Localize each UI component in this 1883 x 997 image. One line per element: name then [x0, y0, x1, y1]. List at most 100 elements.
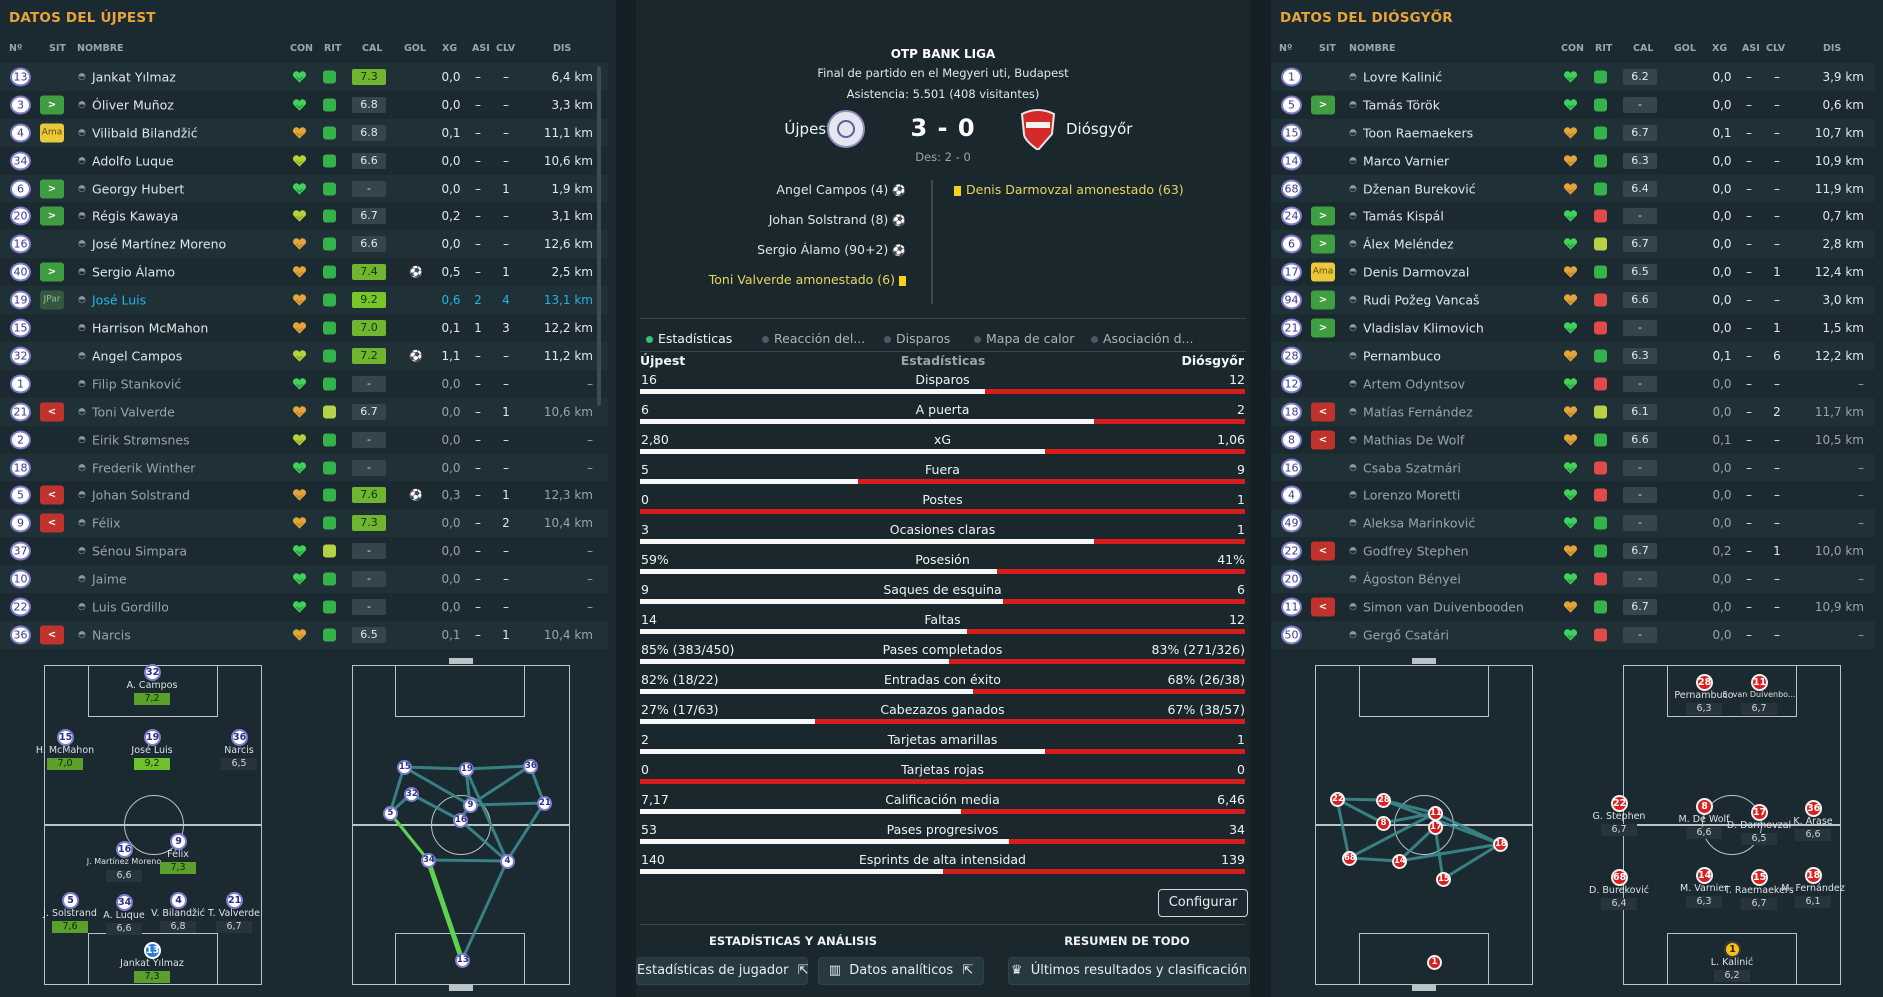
player-name[interactable]: Gergő Csatári	[1363, 627, 1449, 643]
tab-stats-2[interactable]: Disparos	[883, 331, 951, 346]
table-row[interactable]: 11 < ◓ Simon van Duivenbooden 6.7 0,0– –10,9 k…	[1271, 593, 1875, 621]
pass-network-node[interactable]: 13	[455, 953, 470, 968]
table-row[interactable]: 40 > ◓ Sergio Álamo 7.4 ⚽ 0,5– 1 2,5 km	[0, 258, 608, 286]
results-button[interactable]: ♛ Últimos resultados y clasificación	[1008, 957, 1250, 985]
player-marker[interactable]: 5	[62, 892, 79, 909]
table-row[interactable]: 22 < ◓ Godfrey Stephen 6.7 0,2– 1 10,0 km	[1271, 537, 1875, 565]
player-name[interactable]: Toon Raemaekers	[1363, 125, 1474, 141]
player-marker[interactable]: 4	[170, 892, 187, 909]
player-name[interactable]: Félix	[92, 515, 121, 531]
table-row[interactable]: 20 > ◓ Régis Kawaya 6.7 0,2– –3,1 km	[0, 203, 608, 231]
table-row[interactable]: 16 ◓ Csaba Szatmári -0,0– – –	[1271, 453, 1875, 482]
col-num[interactable]: Nº	[1279, 43, 1293, 54]
table-row[interactable]: 5 > ◓ Tamás Török -0,0– –0,6 km	[1271, 91, 1875, 119]
player-marker[interactable]: 17	[1751, 804, 1768, 821]
col-name[interactable]: NOMBRE	[77, 43, 124, 54]
player-marker[interactable]: 9	[170, 833, 187, 850]
player-marker[interactable]: 14	[1696, 867, 1713, 884]
pass-network-node[interactable]: 15	[1436, 872, 1451, 887]
player-name[interactable]: Vilibald Bilandžić	[92, 125, 198, 141]
table-row[interactable]: 12 ◓ Artem Odyntsov -0,0– – –	[1271, 370, 1875, 398]
analytics-button[interactable]: ▥ Datos analíticos ⇱	[818, 957, 984, 985]
player-name[interactable]: Luis Gordillo	[92, 599, 169, 615]
player-marker[interactable]: 11	[1751, 674, 1768, 691]
player-name[interactable]: Dženan Bureković	[1363, 181, 1476, 197]
player-name[interactable]: Pernambuco	[1363, 348, 1441, 364]
player-marker[interactable]: 16	[116, 841, 133, 858]
player-marker[interactable]: 15	[1751, 869, 1768, 886]
col-con[interactable]: CON	[290, 43, 313, 54]
player-marker[interactable]: 28	[1696, 674, 1713, 691]
table-row[interactable]: 15 ◓ Harrison McMahon 7.0 0,1 1 3 12,2 km	[0, 314, 608, 342]
pass-network-node[interactable]: 34	[421, 853, 436, 868]
player-marker[interactable]: 36	[1805, 800, 1822, 817]
player-name[interactable]: Simon van Duivenbooden	[1363, 599, 1524, 615]
col-con[interactable]: CON	[1561, 43, 1584, 54]
col-asi[interactable]: ASI	[1742, 43, 1760, 54]
tab-stats-3[interactable]: Mapa de calor	[973, 331, 1075, 346]
table-row[interactable]: 15 ◓ Toon Raemaekers 6.7 0,1– –10,7 km	[1271, 118, 1875, 147]
table-row[interactable]: 6 > ◓ Georgy Hubert - 0,0– 1 1,9 km	[0, 174, 608, 203]
player-name[interactable]: Matías Fernández	[1363, 404, 1473, 420]
player-name[interactable]: Rudi Požeg Vancaš	[1363, 292, 1480, 308]
player-name[interactable]: Lovre Kalinić	[1363, 69, 1443, 85]
pass-network-node[interactable]: 1	[1427, 955, 1442, 970]
player-name[interactable]: Régis Kawaya	[92, 208, 179, 224]
pass-network-node[interactable]: 9	[463, 798, 478, 813]
player-marker[interactable]: 8	[1696, 798, 1713, 815]
player-name[interactable]: Sénou Simpara	[92, 543, 188, 559]
table-row[interactable]: 94 > ◓ Rudi Požeg Vancaš 6.6 0,0– –3,0 km	[1271, 286, 1875, 315]
player-name[interactable]: Álex Meléndez	[1363, 236, 1454, 252]
player-name[interactable]: Johan Solstrand	[92, 487, 190, 503]
col-cal[interactable]: CAL	[1633, 43, 1654, 54]
col-rit[interactable]: RIT	[1595, 43, 1613, 54]
table-row[interactable]: 16 ◓ José Martínez Moreno 6.6 0,0– –12,6 km	[0, 230, 608, 259]
player-name[interactable]: Filip Stanković	[92, 376, 182, 392]
table-row[interactable]: 10 ◓ Jaime -0,0– – –	[0, 565, 608, 594]
pass-network-node[interactable]: 18	[1493, 837, 1508, 852]
player-marker[interactable]: 34	[116, 894, 133, 911]
col-asi[interactable]: ASI	[472, 43, 490, 54]
table-row[interactable]: 50 ◓ Gergő Csatári -0,0– – –	[1271, 621, 1875, 649]
pass-network-node[interactable]: 19	[459, 762, 474, 777]
player-marker[interactable]: 18	[1805, 867, 1822, 884]
col-num[interactable]: Nº	[9, 43, 23, 54]
table-row[interactable]: 32 ◓ Angel Campos 7.2 ⚽ 1,1– –11,2 km	[0, 342, 608, 370]
table-row[interactable]: 49 ◓ Aleksa Marinković -0,0– – –	[1271, 509, 1875, 538]
table-row[interactable]: 9 < ◓ Félix 7.3 0,0– 2 10,4 km	[0, 509, 608, 538]
table-row[interactable]: 28 ◓ Pernambuco 6.3 0,1– 6 12,2 km	[1271, 342, 1875, 370]
table-row[interactable]: 34 ◓ Adolfo Luque 6.6 0,0– –10,6 km	[0, 147, 608, 175]
home-team-name[interactable]: Újpest	[784, 120, 832, 138]
pass-network-node[interactable]: 32	[404, 787, 419, 802]
player-name[interactable]: Jankat Yılmaz	[92, 69, 176, 85]
pass-network-node[interactable]: 22	[1330, 792, 1345, 807]
table-row[interactable]: 22 ◓ Luis Gordillo -0,0– – –	[0, 593, 608, 621]
table-row[interactable]: 19 JPar ◓ José Luis 9.2 0,6 2 4 13,1 km	[0, 286, 608, 315]
pass-network-node[interactable]: 16	[453, 813, 468, 828]
player-name[interactable]: José Martínez Moreno	[92, 236, 227, 252]
pass-network-node[interactable]: 5	[383, 806, 398, 821]
col-sit[interactable]: SIT	[1319, 43, 1336, 54]
player-name[interactable]: Frederik Winther	[92, 460, 196, 476]
pass-network-node[interactable]: 8	[1376, 816, 1391, 831]
col-xg[interactable]: XG	[1712, 43, 1728, 54]
player-name[interactable]: Toni Valverde	[92, 404, 175, 420]
col-cal[interactable]: CAL	[362, 43, 383, 54]
table-row[interactable]: 68 ◓ Dženan Bureković 6.4 0,0– –11,9 km	[1271, 174, 1875, 203]
player-marker[interactable]: 36	[231, 729, 248, 746]
table-row[interactable]: 21 < ◓ Toni Valverde 6.7 0,0– 1 10,6 km	[0, 397, 608, 426]
table-row[interactable]: 3 > ◓ Óliver Muñoz 6.8 0,0– –3,3 km	[0, 91, 608, 119]
table-row[interactable]: 17 Ama ◓ Denis Darmovzal 6.5 0,0– 1 12,4 km	[1271, 258, 1875, 286]
player-marker[interactable]: 68	[1611, 869, 1628, 886]
player-stats-button[interactable]: Estadísticas de jugador ⇱	[636, 957, 808, 985]
pass-network-node[interactable]: 28	[1376, 793, 1391, 808]
table-row[interactable]: 18 ◓ Frederik Winther -0,0– – –	[0, 453, 608, 482]
pass-network-node[interactable]: 4	[500, 854, 515, 869]
col-rit[interactable]: RIT	[324, 43, 342, 54]
table-row[interactable]: 13 ◓ Jankat Yılmaz 7.3 0,0– –6,4 km	[0, 63, 608, 91]
player-name[interactable]: Óliver Muñoz	[92, 97, 174, 113]
pass-network-node[interactable]: 68	[1342, 851, 1357, 866]
player-marker[interactable]: 1	[1724, 941, 1741, 958]
table-row[interactable]: 18 < ◓ Matías Fernández 6.1 0,0– 2 11,7 km	[1271, 397, 1875, 426]
player-name[interactable]: Sergio Álamo	[92, 264, 176, 280]
